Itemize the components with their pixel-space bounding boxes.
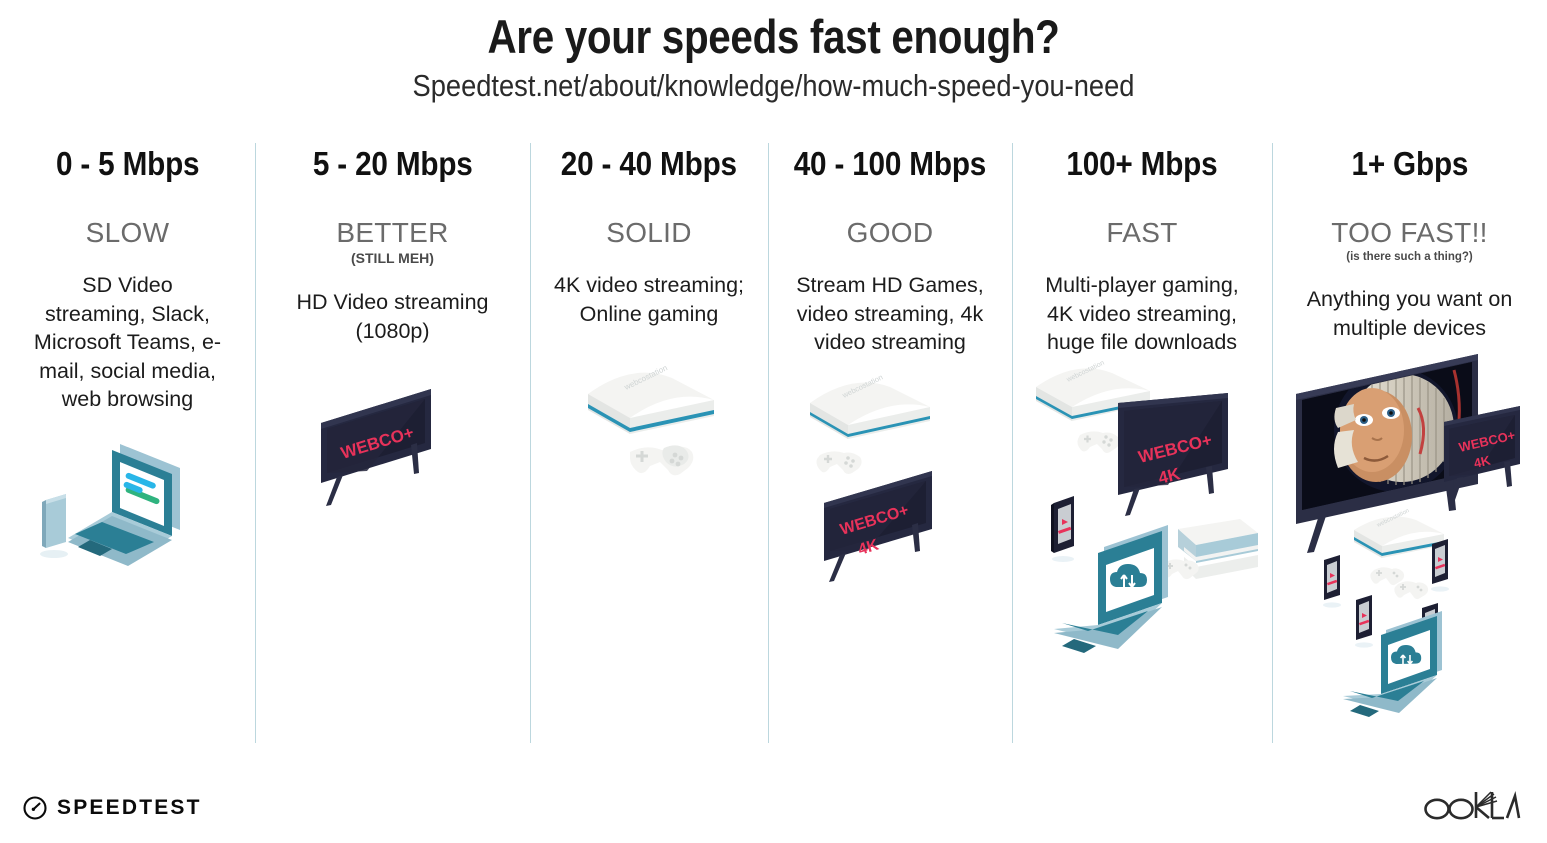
tier-speed-label: 20 - 40 Mbps bbox=[560, 145, 738, 182]
header: Are your speeds fast enough? Speedtest.n… bbox=[0, 0, 1547, 103]
tier-rating-group: SLOW bbox=[86, 217, 170, 249]
tier-rating-label: TOO FAST!! bbox=[1331, 217, 1488, 248]
game-controller-icon bbox=[816, 451, 862, 474]
tier-description: Anything you want on multiple devices bbox=[1306, 287, 1513, 340]
tier-speed-label: 100+ Mbps bbox=[1066, 145, 1218, 182]
tier-description: SD Video streaming, Slack, Microsoft Tea… bbox=[33, 273, 222, 412]
page-title: Are your speeds fast enough? bbox=[487, 10, 1060, 63]
tier-speed-label: 0 - 5 Mbps bbox=[55, 145, 200, 182]
television-4k-icon: WEBCO+ 4K bbox=[1444, 406, 1520, 502]
television-astronaut-icon bbox=[1296, 354, 1478, 554]
tier-description: 4K video streaming; Online gaming bbox=[553, 273, 744, 326]
game-console-icon: webcostation bbox=[810, 372, 930, 439]
cloud-sync-icon bbox=[1391, 645, 1422, 665]
multi-device-group: webcostation WEBCO+ 4K bbox=[1036, 359, 1258, 653]
tv-brand-4k-text: 4K bbox=[856, 536, 881, 558]
smartphone-icon bbox=[1323, 555, 1341, 608]
game-controller-icon bbox=[1077, 431, 1120, 453]
tier-speed-label: 1+ Gbps bbox=[1351, 145, 1468, 182]
console-and-tv-group: webcostation WEBCO+ 4K bbox=[810, 372, 932, 582]
speed-tier-column-4: 40 - 100 Mbps GOOD Stream HD Games, vide… bbox=[768, 132, 1012, 743]
game-console-icon: webcostation bbox=[1354, 508, 1444, 559]
tv-brand-4k-text: 4K bbox=[1472, 453, 1492, 471]
tier-rating-group: TOO FAST!! (is there such a thing?) bbox=[1331, 217, 1488, 263]
tier-artwork-3: webcostation bbox=[530, 328, 768, 742]
speed-tier-column-1: 0 - 5 Mbps SLOW SD Video streaming, Slac… bbox=[0, 132, 255, 742]
game-controller-icon bbox=[1394, 581, 1429, 600]
laptop-icon bbox=[1343, 611, 1442, 718]
tier-speed-label: 5 - 20 Mbps bbox=[312, 145, 473, 182]
speed-tier-columns: 0 - 5 Mbps SLOW SD Video streaming, Slac… bbox=[0, 132, 1547, 743]
cloud-sync-icon bbox=[1110, 563, 1147, 588]
premium-device-group: WEBCO+ 4K webcostation bbox=[1296, 354, 1520, 718]
laptop-icon bbox=[1054, 524, 1168, 653]
television-icon: WEBCO+ bbox=[321, 389, 431, 507]
tier-description: Stream HD Games, video streaming, 4k vid… bbox=[796, 273, 984, 355]
tier-rating-label: BETTER bbox=[336, 217, 449, 248]
smartphone-icon bbox=[1051, 495, 1074, 562]
tier-rating-group: FAST bbox=[1106, 217, 1177, 249]
speed-tier-column-6: 1+ Gbps TOO FAST!! (is there such a thin… bbox=[1272, 132, 1547, 743]
game-controller-icon bbox=[630, 445, 694, 476]
tier-rating-sublabel: (STILL MEH) bbox=[351, 250, 434, 266]
tier-artwork-1 bbox=[0, 414, 255, 742]
tier-rating-sublabel: (is there such a thing?) bbox=[1346, 251, 1473, 263]
tier-rating-label: GOOD bbox=[846, 217, 934, 248]
tier-rating-label: FAST bbox=[1106, 217, 1178, 248]
television-4k-icon: WEBCO+ 4K bbox=[1118, 392, 1228, 516]
smartphone-icon bbox=[1431, 539, 1449, 592]
tier-artwork-2: WEBCO+ bbox=[255, 345, 530, 742]
game-console-icon: webcostation bbox=[588, 363, 714, 476]
tier-artwork-6: WEBCO+ 4K webcostation bbox=[1272, 342, 1547, 742]
tier-description: HD Video streaming (1080p) bbox=[296, 290, 489, 343]
tv-brand-4k-text: 4K bbox=[1156, 464, 1182, 488]
speed-tier-column-5: 100+ Mbps FAST Multi-player gaming, 4K v… bbox=[1012, 132, 1272, 743]
laptop-icon bbox=[40, 443, 180, 566]
game-controller-icon bbox=[1370, 567, 1405, 586]
smartphone-icon bbox=[1355, 595, 1373, 648]
speed-tier-column-2: 5 - 20 Mbps BETTER (STILL MEH) HD Video … bbox=[255, 132, 530, 743]
speed-tier-column-3: 20 - 40 Mbps SOLID 4K video streaming; O… bbox=[530, 132, 768, 743]
tier-rating-group: GOOD bbox=[847, 217, 934, 249]
footer: SPEEDTEST bbox=[0, 751, 1547, 843]
tier-description: Multi-player gaming, 4K video streaming,… bbox=[1045, 273, 1239, 355]
ookla-logo bbox=[1423, 789, 1521, 821]
tier-rating-group: BETTER (STILL MEH) bbox=[336, 217, 448, 266]
page-subtitle: Speedtest.net/about/knowledge/how-much-s… bbox=[412, 68, 1135, 104]
tier-rating-label: SLOW bbox=[85, 217, 170, 248]
speedometer-icon bbox=[23, 796, 47, 820]
ookla-wordmark bbox=[1424, 791, 1521, 820]
tier-speed-label: 40 - 100 Mbps bbox=[793, 145, 987, 182]
tier-rating-label: SOLID bbox=[606, 217, 692, 248]
speedtest-wordmark: SPEEDTEST bbox=[57, 796, 202, 819]
speedtest-logo: SPEEDTEST bbox=[22, 795, 202, 821]
television-4k-icon: WEBCO+ 4K bbox=[824, 470, 932, 582]
tier-artwork-5: webcostation WEBCO+ 4K bbox=[1012, 357, 1272, 742]
tier-artwork-4: webcostation WEBCO+ 4K bbox=[768, 357, 1012, 742]
printer-icon bbox=[1178, 518, 1258, 579]
tier-rating-group: SOLID bbox=[606, 217, 692, 249]
